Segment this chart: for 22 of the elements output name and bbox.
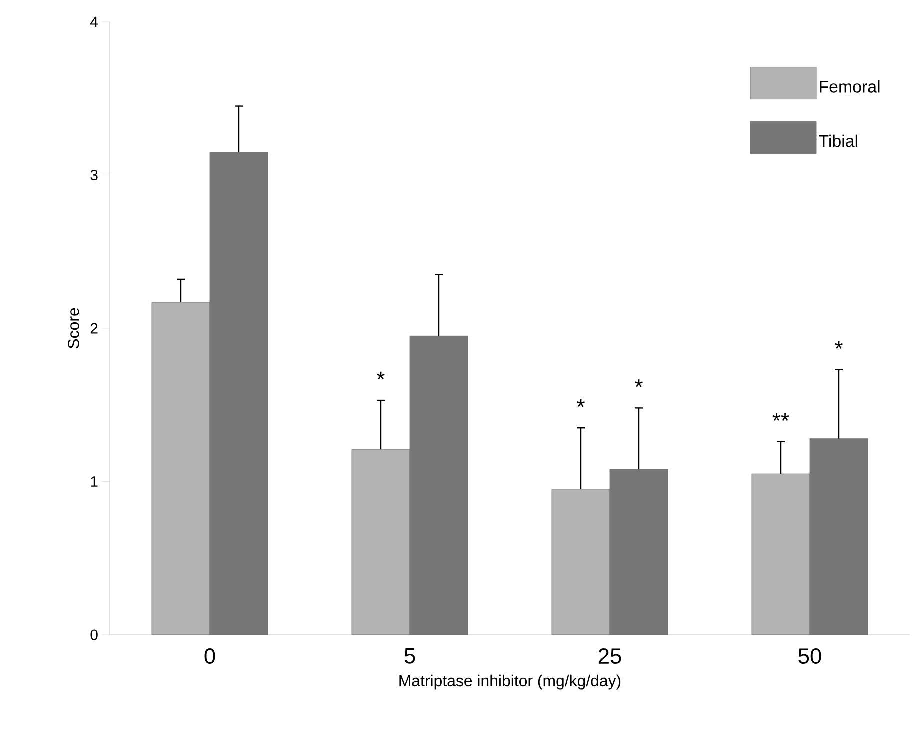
- annotation: *: [835, 341, 843, 349]
- y-tick-label: 4: [90, 16, 98, 28]
- annotation: *: [635, 380, 643, 388]
- bar: [410, 336, 468, 635]
- legend-label: Femoral: [820, 80, 880, 93]
- y-tick-label: 0: [90, 630, 98, 640]
- annotation: *: [577, 400, 585, 408]
- x-tick-label: 25: [598, 648, 622, 664]
- y-tick-label: 3: [90, 170, 98, 181]
- bar: [210, 152, 268, 635]
- legend-label: Tibial: [819, 134, 858, 148]
- bar: [810, 438, 868, 635]
- annotation: *: [377, 372, 385, 380]
- y-tick-label: 2: [90, 323, 98, 334]
- y-axis-title: Score: [68, 308, 80, 349]
- x-tick-label: 50: [798, 648, 822, 664]
- x-axis-title: Matriptase inhibitor (mg/kg/day): [400, 674, 621, 690]
- bar: [610, 469, 668, 635]
- annotation: **: [772, 413, 790, 421]
- y-tick-label: 1: [91, 476, 98, 487]
- x-tick-label: 0: [204, 648, 216, 664]
- x-tick-label: 5: [404, 648, 416, 664]
